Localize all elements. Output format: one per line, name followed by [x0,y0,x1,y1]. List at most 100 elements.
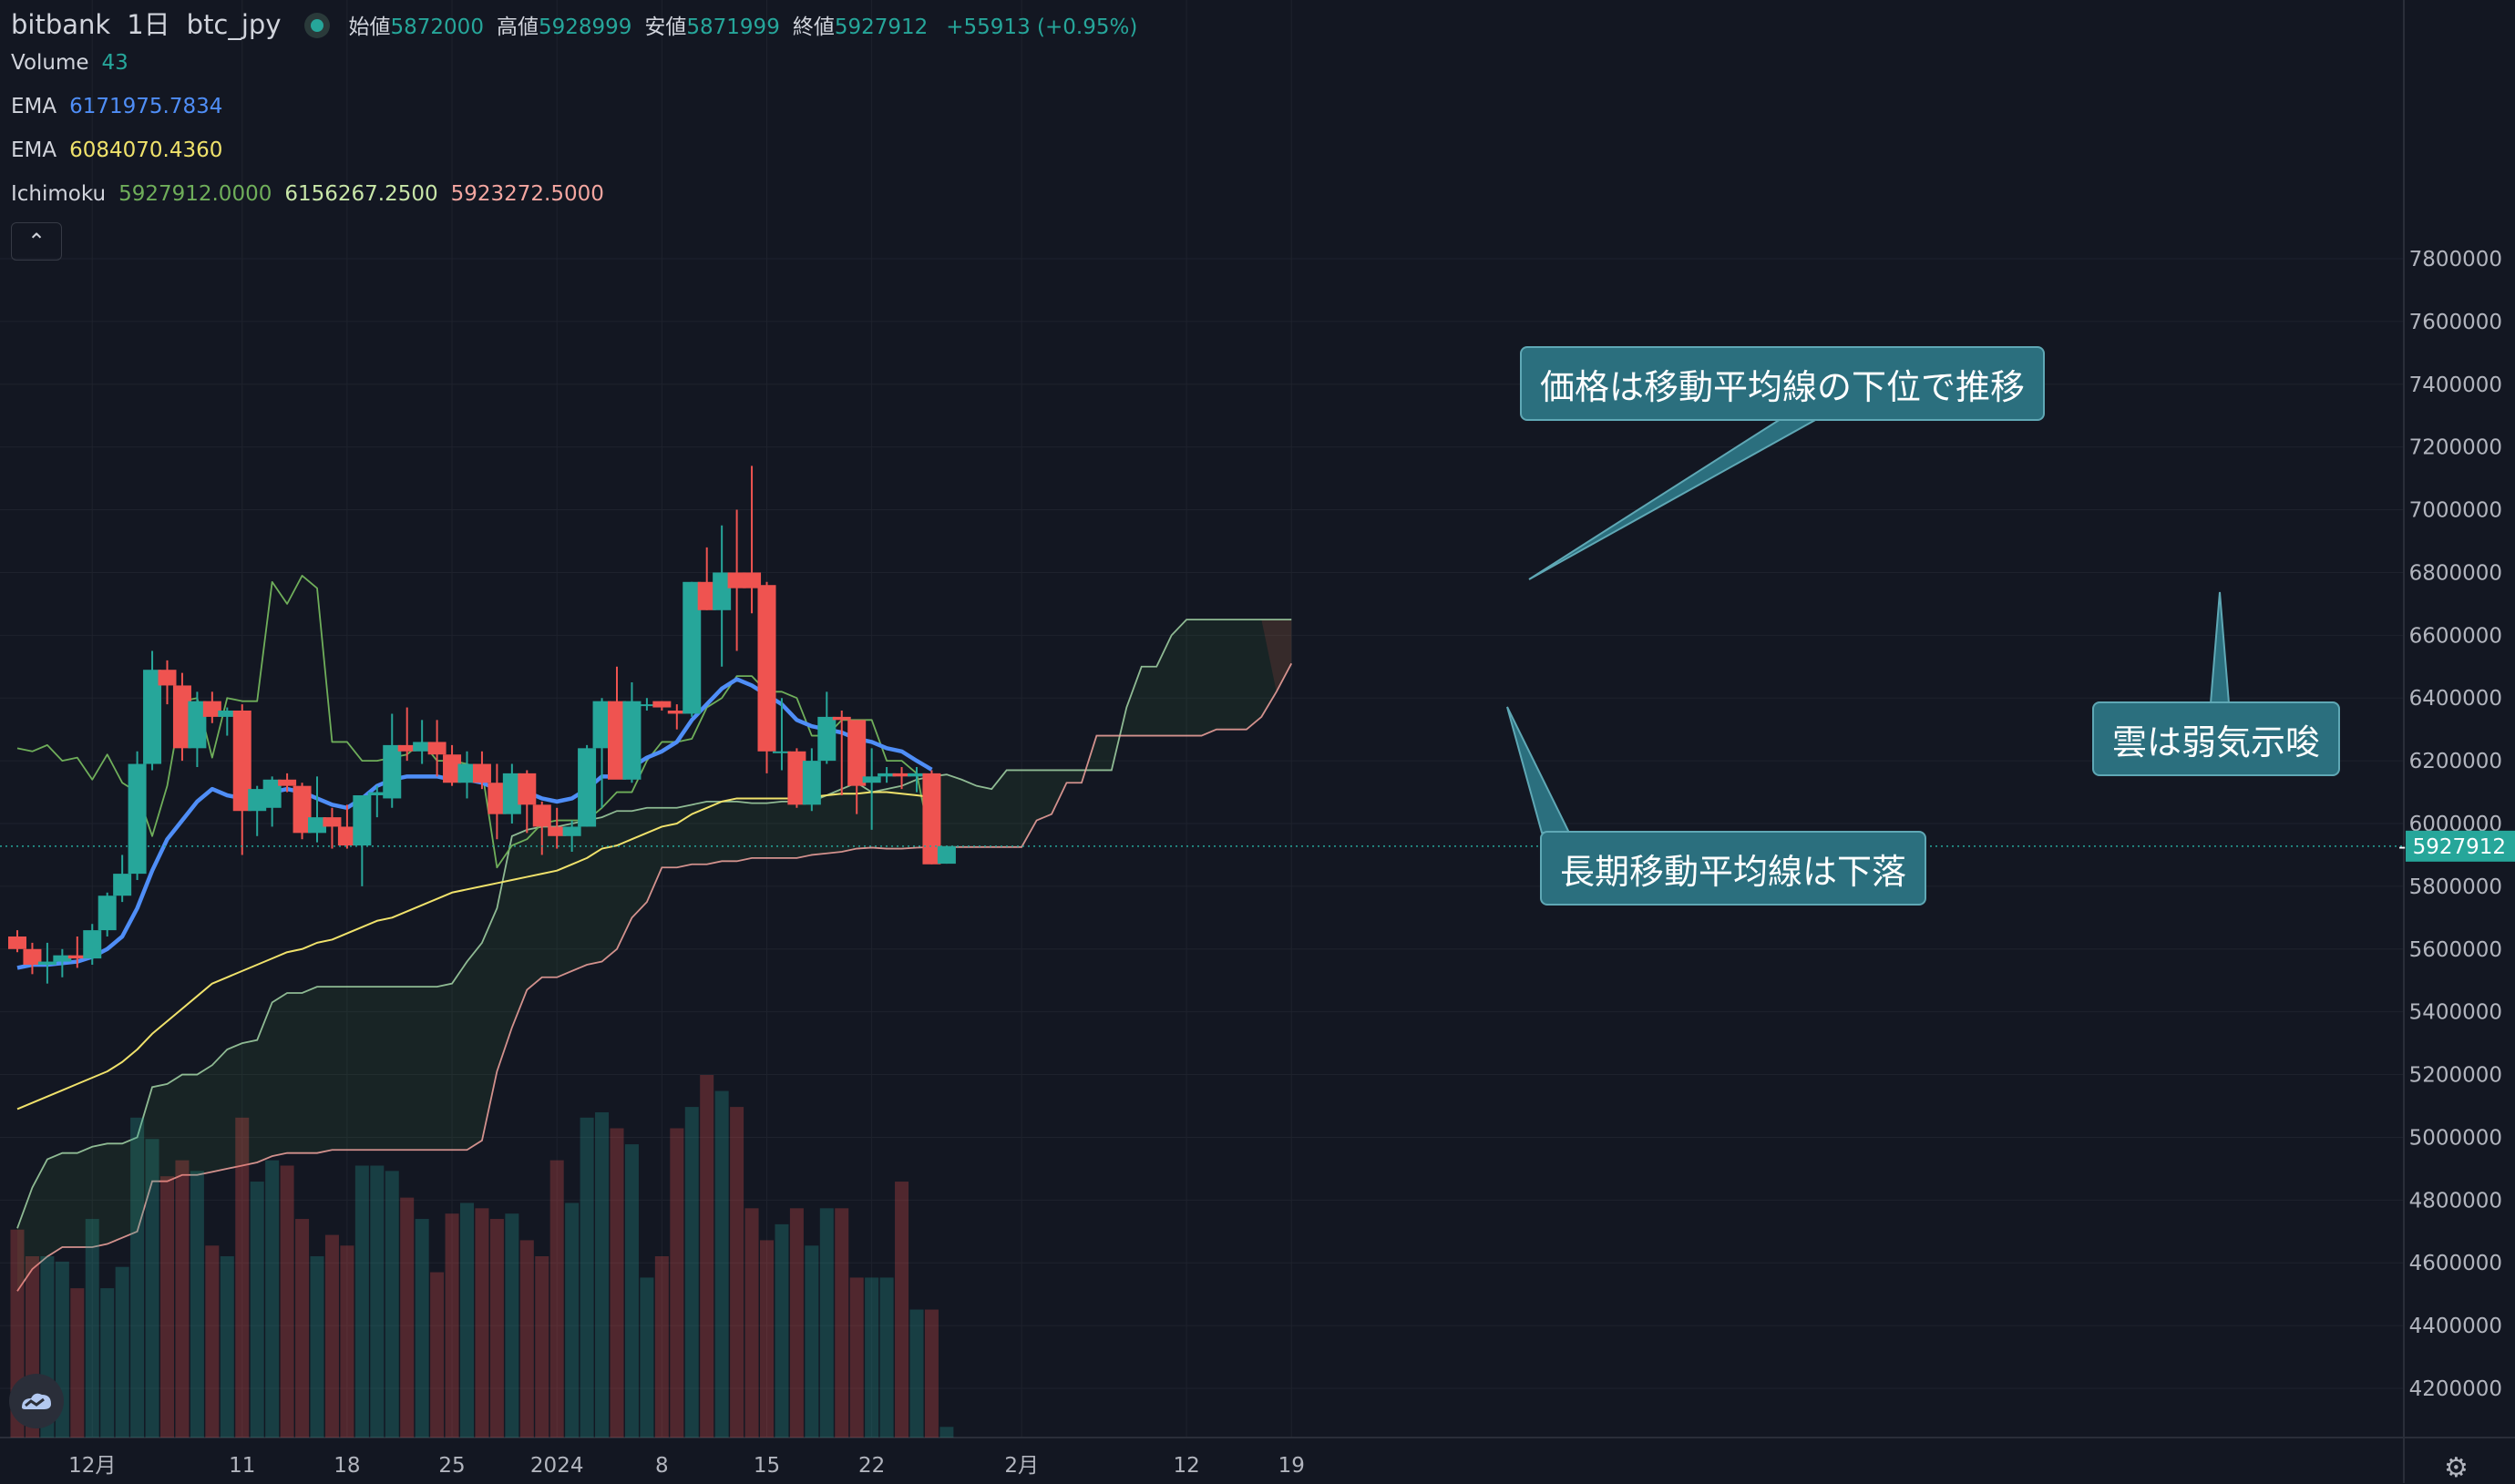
volume-bar [700,1075,714,1438]
price-tick-label: 5400000 [2409,1001,2502,1025]
volume-bar [265,1160,280,1438]
volume-bar [280,1165,294,1438]
volume-bar [789,1208,804,1438]
price-tick-label: 6200000 [2409,750,2502,773]
candle-body [8,936,26,949]
tradingview-logo[interactable] [9,1374,64,1428]
volume-bar [624,1144,639,1438]
volume-bar [100,1288,115,1438]
volume-bar [489,1219,504,1438]
volume-bar [475,1208,489,1438]
candle-body [683,581,702,714]
price-tick-label: 5800000 [2409,875,2502,899]
candle-body [622,701,642,780]
callout-cloud-bearish: 雲は弱気示唆 [2092,701,2341,776]
candle-body [413,742,432,752]
callout-pointer [1506,706,1571,834]
interval[interactable]: 1日 [127,9,170,40]
ohlc-values: 始値5872000 高値5928999 安値5871999 終値5927912 [349,9,941,40]
volume-bar [385,1171,399,1438]
chevron-up-icon: ⌃ [26,229,46,254]
volume-bar [835,1208,849,1438]
indicator-value: 43 [101,51,128,75]
candle-body [232,711,252,812]
candle-body [143,670,162,764]
volume-bar [670,1128,684,1438]
volume-bar [190,1171,204,1438]
time-tick-label: 22 [858,1454,885,1478]
leading-span-a-line [16,619,1292,1229]
volume-bar [879,1277,894,1438]
candle-body [847,720,867,786]
volume-bar [354,1165,369,1438]
candle-body [518,773,537,805]
volume-bar [640,1277,654,1438]
candle-body [502,773,521,814]
volume-bar [370,1165,385,1438]
candle-body [772,751,791,753]
volume-bar [220,1256,234,1438]
last-price-label: - 5927912 [2398,835,2506,859]
indicator-legend-row[interactable]: Volume 43 [11,51,141,75]
candle-body [578,748,597,827]
candle-body [937,845,956,865]
price-tick-label: 7000000 [2409,499,2502,523]
volume-bar [714,1090,729,1438]
volume-bar [775,1223,789,1438]
volume-bar [145,1139,159,1438]
settings-gear-icon[interactable]: ⚙ [2444,1452,2469,1484]
price-tick-label: 7800000 [2409,248,2502,271]
ohlc-value: 5927912 [834,15,929,39]
candle-body [37,961,56,965]
volume-bar [519,1240,534,1438]
market-status-icon [310,18,323,32]
exchange-name[interactable]: bitbank [11,9,111,40]
candle-body [262,779,282,808]
candle-body [457,763,477,783]
volume-bar [400,1197,415,1438]
leading-span-b-line [16,662,1293,1292]
price-tick-label: 4400000 [2409,1315,2502,1338]
volume-bar [549,1160,564,1438]
symbol-name[interactable]: btc_jpy [186,9,282,40]
candle-body [248,789,267,812]
price-tick-label: 7200000 [2409,436,2502,460]
price-tick-label: 4800000 [2409,1189,2502,1213]
time-tick-label: 15 [754,1454,780,1478]
ichimoku-cloud [16,619,1293,1292]
indicator-value: 5927912.0000 [118,182,272,206]
collapse-legend-button[interactable]: ⌃ [11,222,62,261]
indicator-legend-row[interactable]: EMA 6084070.4360 [11,138,235,162]
volume-bar [130,1117,145,1438]
ohlc-value: 5928999 [538,15,632,39]
candle-body [802,761,821,805]
candle-body [878,773,897,777]
candle-body [817,716,837,762]
cloud-fill [17,619,1292,1292]
volume-bar [895,1182,909,1438]
symbol-header: bitbank 1日 btc_jpy 始値5872000 高値5928999 安値5871… [11,4,1150,42]
time-tick-label: 25 [438,1454,465,1478]
volume-bar [115,1266,129,1438]
indicator-value: 6171975.7834 [69,95,223,118]
ema-slow-line [16,791,932,1110]
indicator-legend-row[interactable]: Ichimoku 5927912.0000 6156267.2500 5923272.… [11,182,617,206]
volume-bar [205,1245,220,1438]
volume-bar [70,1288,85,1438]
candle-body [637,704,656,707]
volume-bar [460,1203,474,1438]
ohlc-label: 高値 [496,15,539,39]
cloud-fill-bearish [1261,619,1292,692]
candle-body [323,817,342,827]
callout-pointers [1506,418,2231,834]
callout-pointer [2209,591,2231,704]
ohlc-label: 終値 [792,15,835,39]
candle-body [353,795,372,846]
volume-bar [909,1309,924,1438]
indicator-value: 5923272.5000 [450,182,604,206]
indicator-legend-row[interactable]: EMA 6171975.7834 [11,95,235,118]
candle-body [922,773,941,865]
candle-body [908,773,926,777]
